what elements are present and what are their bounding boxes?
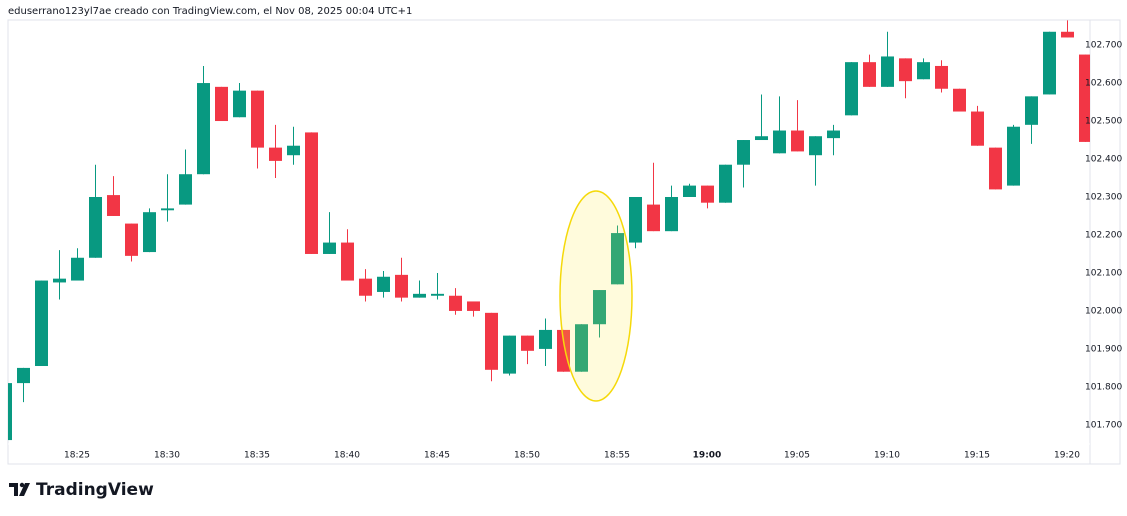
x-tick-label: 18:55 — [604, 451, 630, 461]
x-tick-label: 19:05 — [784, 451, 810, 461]
candle-body — [251, 90, 264, 148]
x-tick-label: 18:45 — [424, 451, 450, 461]
candle-body — [377, 276, 390, 292]
candles — [8, 20, 1090, 441]
candle-body — [971, 111, 984, 146]
candle-body — [737, 140, 750, 165]
y-tick-label: 102.200 — [1085, 230, 1122, 240]
candle-body — [395, 274, 408, 298]
candle-body — [665, 196, 678, 232]
header-text: eduserrano123yl7ae creado con TradingVie… — [8, 6, 412, 17]
y-tick-label: 102.400 — [1085, 155, 1122, 165]
candle-body — [593, 290, 606, 325]
candle-body — [341, 242, 354, 281]
candle-body — [809, 136, 822, 156]
candle-body — [71, 257, 84, 281]
candle-body — [719, 164, 732, 203]
logo-shape — [9, 483, 18, 496]
candle-body — [215, 86, 228, 122]
candle-body — [143, 212, 156, 253]
candle-body — [107, 195, 120, 216]
candle-body — [521, 335, 534, 351]
candle-body — [827, 130, 840, 139]
logo-shape — [19, 483, 30, 496]
y-tick-label: 102.300 — [1085, 192, 1122, 202]
candle-body — [647, 204, 660, 232]
candle-body — [1061, 31, 1074, 38]
x-tick-label: 18:35 — [244, 451, 270, 461]
candle-body — [1079, 54, 1090, 142]
candle-body — [1043, 31, 1056, 95]
candle-body — [431, 293, 444, 296]
logo-shape — [19, 482, 25, 488]
x-tick-label: 19:15 — [964, 451, 990, 461]
candle-body — [8, 383, 12, 441]
candle-body — [485, 312, 498, 370]
candle-body — [701, 185, 714, 203]
candle-body — [323, 242, 336, 254]
candle-body — [449, 295, 462, 311]
x-tick-label: 18:50 — [514, 451, 540, 461]
candle-body — [611, 233, 624, 285]
candle-body — [359, 278, 372, 296]
x-tick-label: 18:40 — [334, 451, 360, 461]
candle-body — [179, 174, 192, 205]
candle-body — [863, 62, 876, 87]
y-tick-label: 101.900 — [1085, 344, 1122, 354]
candle-body — [539, 329, 552, 349]
candle-body — [269, 147, 282, 161]
candle-body — [791, 130, 804, 152]
candle-body — [35, 280, 48, 367]
candle-body — [89, 196, 102, 258]
candle-body — [773, 130, 786, 154]
candle-body — [413, 293, 426, 298]
logo-text: TradingView — [36, 480, 154, 500]
candle-body — [161, 208, 174, 211]
logo-icon — [9, 482, 30, 496]
candle-body — [125, 223, 138, 256]
candle-body — [881, 56, 894, 87]
candle-body — [467, 301, 480, 311]
x-tick-label: 18:25 — [64, 451, 90, 461]
candle-body — [989, 147, 1002, 190]
candle-body — [899, 58, 912, 82]
y-tick-label: 102.600 — [1085, 79, 1122, 89]
candle-body — [305, 132, 318, 254]
chart-frame — [7, 19, 1121, 465]
candle-body — [845, 62, 858, 116]
candle-body — [1025, 96, 1038, 125]
highlight-ellipse — [559, 190, 633, 402]
candle-body — [953, 88, 966, 112]
candle-body — [557, 329, 570, 372]
candle-body — [17, 367, 30, 384]
candle-body — [755, 136, 768, 141]
candle-body — [233, 90, 246, 118]
candle-body — [197, 83, 210, 175]
y-tick-label: 102.000 — [1085, 306, 1122, 316]
candle-body — [935, 65, 948, 89]
x-tick-label: 18:30 — [154, 451, 180, 461]
candle-body — [683, 185, 696, 197]
candle-body — [53, 278, 66, 283]
candle-body — [917, 62, 930, 80]
y-tick-label: 102.100 — [1085, 268, 1122, 278]
y-tick-label: 101.800 — [1085, 382, 1122, 392]
y-tick-label: 102.500 — [1085, 117, 1122, 127]
candle-body — [503, 335, 516, 374]
x-tick-label: 19:00 — [693, 451, 722, 461]
y-tick-label: 101.700 — [1085, 420, 1122, 430]
y-tick-label: 102.700 — [1085, 41, 1122, 51]
x-tick-label: 19:20 — [1054, 451, 1080, 461]
candle-body — [629, 196, 642, 243]
candle-body — [1007, 126, 1020, 186]
candle-body — [575, 324, 588, 372]
x-tick-label: 19:10 — [874, 451, 900, 461]
candle-body — [287, 145, 300, 156]
